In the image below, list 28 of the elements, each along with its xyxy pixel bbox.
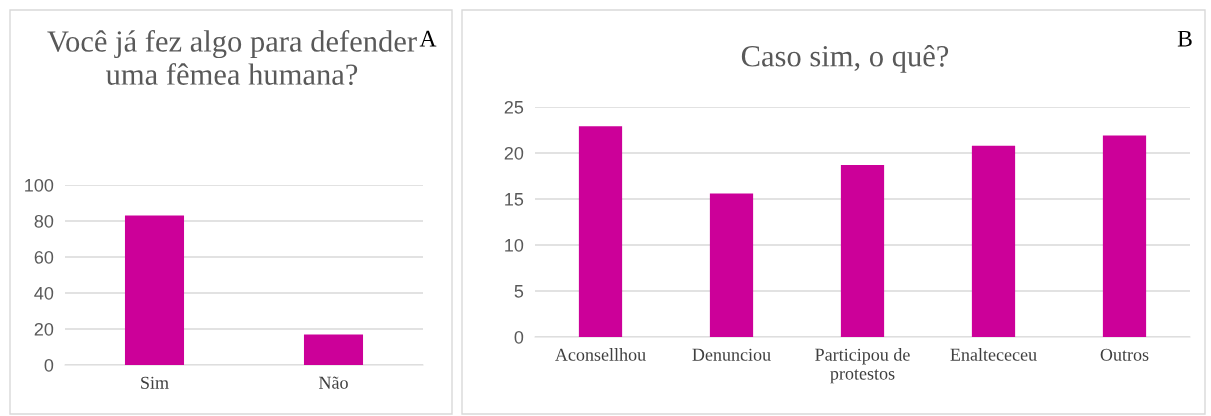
x-tick-label: Aconsellhou — [555, 348, 646, 361]
bar — [709, 193, 754, 337]
bar — [578, 126, 623, 337]
bar — [1102, 135, 1147, 337]
bar — [840, 164, 885, 337]
x-tick-label: Não — [318, 376, 348, 389]
y-tick-label: 40 — [34, 286, 54, 300]
x-tick-label: Denunciou — [692, 348, 771, 361]
chart-title: Caso sim, o quê? — [741, 45, 949, 73]
x-tick-label: Participou de protestos — [815, 348, 910, 384]
y-tick-label: 20 — [504, 146, 524, 160]
y-tick-label: 5 — [514, 285, 524, 298]
text: B — [1177, 30, 1192, 47]
bar — [971, 145, 1016, 337]
y-tick-label: 100 — [25, 178, 54, 192]
x-tick-label: Sim — [141, 376, 169, 389]
x-tick-label: Outros — [1100, 348, 1149, 361]
y-tick-label: 80 — [34, 214, 54, 228]
y-tick-label: 20 — [34, 322, 54, 336]
text: A — [419, 30, 437, 47]
y-tick-label: 25 — [504, 100, 524, 114]
y-tick-label: 0 — [514, 330, 524, 344]
chart-title: Você já fez algo para defender uma fêmea humana? — [47, 30, 417, 86]
y-tick-label: 10 — [505, 238, 524, 252]
x-tick-label: Enaltececeu — [950, 348, 1037, 361]
y-tick-label: 60 — [34, 250, 54, 264]
y-tick-label: 15 — [505, 193, 524, 206]
y-tick-label: 0 — [44, 358, 54, 372]
